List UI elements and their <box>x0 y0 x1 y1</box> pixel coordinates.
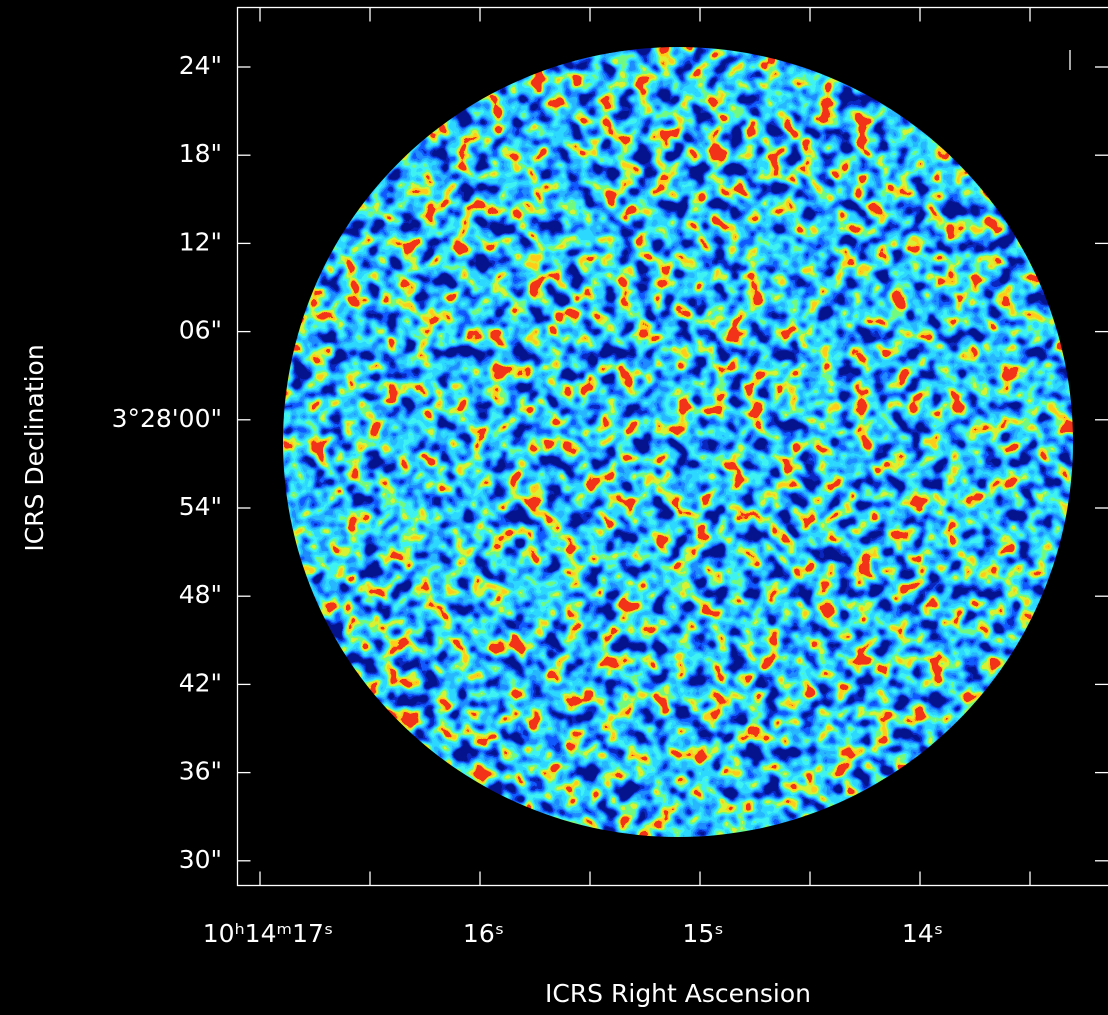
plot-frame <box>236 6 1108 887</box>
y-axis-label: ICRS Declination <box>20 344 49 551</box>
x-tick-label: 14ˢ <box>902 919 943 948</box>
x-axis-label: ICRS Right Ascension <box>545 979 811 1008</box>
y-tick-label: 42" <box>179 668 222 697</box>
y-tick-label: 36" <box>179 757 222 786</box>
y-tick-label: 48" <box>179 580 222 609</box>
y-tick-label: 06" <box>179 316 222 345</box>
y-tick-label: 12" <box>179 227 222 256</box>
x-tick-label: 10ʰ14ᵐ17ˢ <box>203 919 333 948</box>
sky-image <box>283 47 1073 837</box>
x-tick-label: 16ˢ <box>463 919 504 948</box>
x-tick-label: 15ˢ <box>682 919 723 948</box>
y-tick-label: 30" <box>179 845 222 874</box>
y-tick-label: 3°28'00" <box>112 404 222 433</box>
y-tick-label: 24" <box>179 51 222 80</box>
y-tick-label: 18" <box>179 139 222 168</box>
intensity-map <box>283 47 1073 837</box>
y-tick-label: 54" <box>179 492 222 521</box>
